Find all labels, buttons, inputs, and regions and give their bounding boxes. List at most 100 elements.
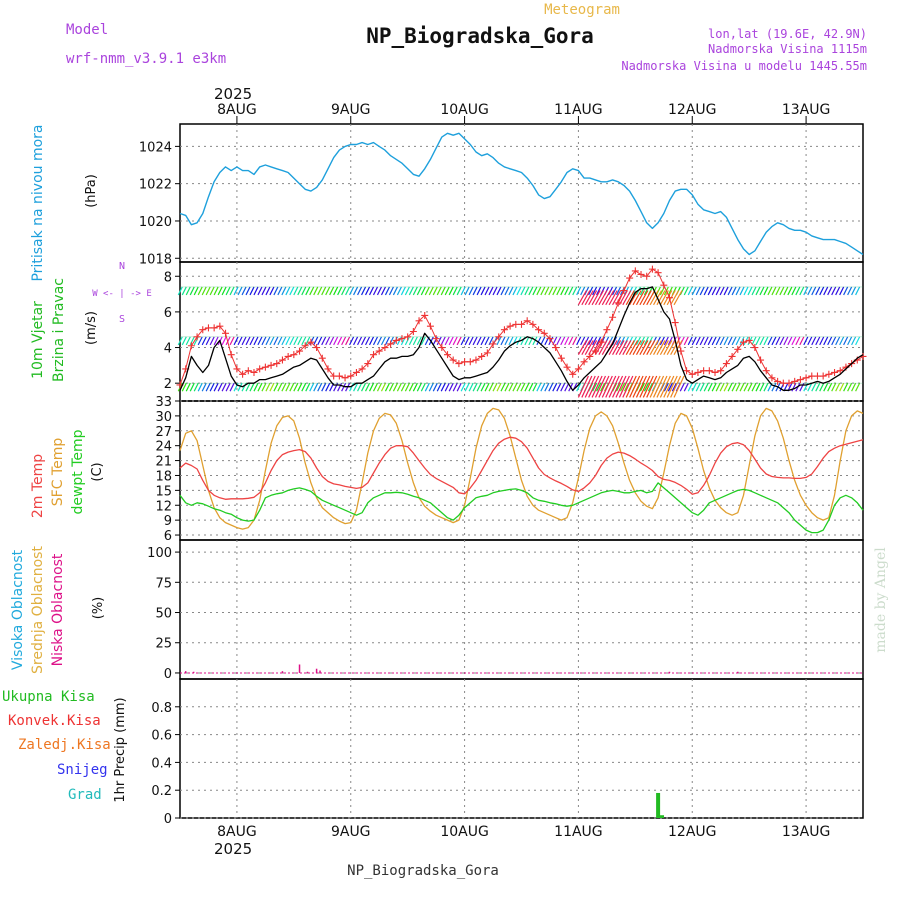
- wind-barb: [325, 336, 331, 346]
- wind-barb: [647, 382, 653, 392]
- wind-barb: [205, 286, 211, 296]
- wind-barb-strong: [618, 290, 628, 306]
- wind-barb: [747, 286, 753, 296]
- wind-barb-strong: [632, 290, 642, 306]
- wind-barb: [855, 336, 861, 346]
- wind-barb: [261, 336, 267, 346]
- wind-barb-strong: [639, 375, 651, 398]
- wind-barb: [572, 286, 578, 296]
- wind-barb: [520, 286, 526, 296]
- wind-barb: [225, 286, 231, 296]
- wind-barb: [305, 286, 311, 296]
- wind-barb: [703, 382, 709, 392]
- wind-barb: [496, 286, 502, 296]
- wind-barb-strong: [663, 375, 675, 398]
- precip-legend-freezing: Zaledj.Kisa: [18, 737, 111, 753]
- y-tick-label: 9: [164, 514, 172, 529]
- wind-barb: [424, 286, 430, 296]
- wind-barb-strong: [656, 290, 666, 306]
- wind-gust-marker: [256, 365, 264, 373]
- wind-barb: [771, 382, 777, 392]
- panel-frame: [179, 539, 864, 680]
- wind-barb: [592, 336, 598, 346]
- wind-barb: [281, 336, 287, 346]
- wind-barb: [572, 336, 578, 346]
- wind-barb: [695, 336, 701, 346]
- y-tick-label: 24: [155, 440, 172, 455]
- wind-barb: [376, 286, 383, 296]
- wind-gust-marker: [529, 320, 537, 328]
- wind-barb: [827, 336, 833, 346]
- wind-barb: [293, 336, 299, 346]
- wind-barb: [544, 286, 550, 296]
- wind-barb: [265, 336, 271, 346]
- wind-barb: [277, 382, 283, 392]
- wind-gust-marker: [489, 340, 497, 348]
- wind-barb: [297, 286, 303, 296]
- wind-gust-marker: [500, 326, 508, 334]
- wind-barb: [281, 286, 287, 296]
- x-tick-label-top: 8AUG: [217, 102, 257, 118]
- wind-barb: [691, 336, 697, 346]
- wind-barb: [855, 286, 861, 296]
- wind-barb: [532, 382, 538, 392]
- wind-barb: [185, 286, 191, 296]
- wind-barb: [691, 286, 697, 296]
- wind-gust-marker: [455, 360, 463, 368]
- wind-gust-marker: [728, 352, 736, 360]
- wind-barb: [321, 382, 327, 392]
- wind-barb-strong: [642, 290, 652, 306]
- wind-gust-marker: [717, 367, 725, 375]
- wind-barb: [564, 286, 570, 296]
- wind-barb-strong: [646, 375, 658, 398]
- wind-barb: [823, 286, 829, 296]
- wind-barb: [831, 382, 837, 392]
- wind-barb: [827, 382, 833, 392]
- wind-barb: [619, 382, 626, 392]
- wind-gust-marker: [819, 372, 827, 380]
- wind-barb: [241, 286, 247, 296]
- wind-barb: [847, 336, 853, 346]
- wind-barb: [683, 382, 689, 392]
- wind-barb: [225, 336, 231, 346]
- wind-barb: [528, 382, 534, 392]
- y-tick-label: 25: [155, 637, 172, 652]
- wind-barb: [289, 286, 295, 296]
- wind-barb: [711, 286, 717, 296]
- y-tick-label: 1020: [139, 215, 172, 230]
- wind-barb: [500, 286, 506, 296]
- wind-barb: [428, 382, 434, 392]
- wind-barb: [500, 336, 506, 346]
- wind-barb: [269, 336, 275, 346]
- wind-barb: [564, 382, 570, 392]
- wind-barb: [771, 336, 777, 346]
- wind-barb: [839, 382, 845, 392]
- wind-barb-strong: [588, 340, 598, 355]
- wind-barb: [552, 382, 558, 392]
- wind-barb: [799, 286, 805, 296]
- wind-gust-marker: [739, 338, 747, 346]
- wind-barb: [452, 336, 458, 346]
- wind-barb: [337, 336, 343, 346]
- wind-barb: [807, 286, 813, 296]
- wind-barb: [237, 382, 243, 392]
- wind-barb-strong: [588, 290, 598, 306]
- wind-barb: [420, 336, 426, 346]
- x-tick-label-bottom: 10AUG: [440, 824, 489, 840]
- wind-barb: [404, 286, 410, 296]
- wind-gust-marker: [472, 356, 480, 364]
- wind-barb: [791, 286, 797, 296]
- wind-barb: [835, 382, 841, 392]
- x-tick-label-bottom: 11AUG: [554, 824, 603, 840]
- cloud-ylabel-mid: Srednja Oblacnost: [30, 546, 46, 674]
- wind-barb-strong: [601, 290, 611, 306]
- wind-barb: [540, 382, 546, 392]
- wind-barb: [321, 286, 327, 296]
- wind-barb: [364, 336, 371, 346]
- wind-barb: [639, 382, 645, 392]
- wind-barb: [209, 382, 215, 392]
- y-tick-label: 4: [164, 342, 172, 357]
- wind-barb: [711, 336, 717, 346]
- wind-barb: [504, 382, 510, 392]
- wind-barb: [432, 286, 438, 296]
